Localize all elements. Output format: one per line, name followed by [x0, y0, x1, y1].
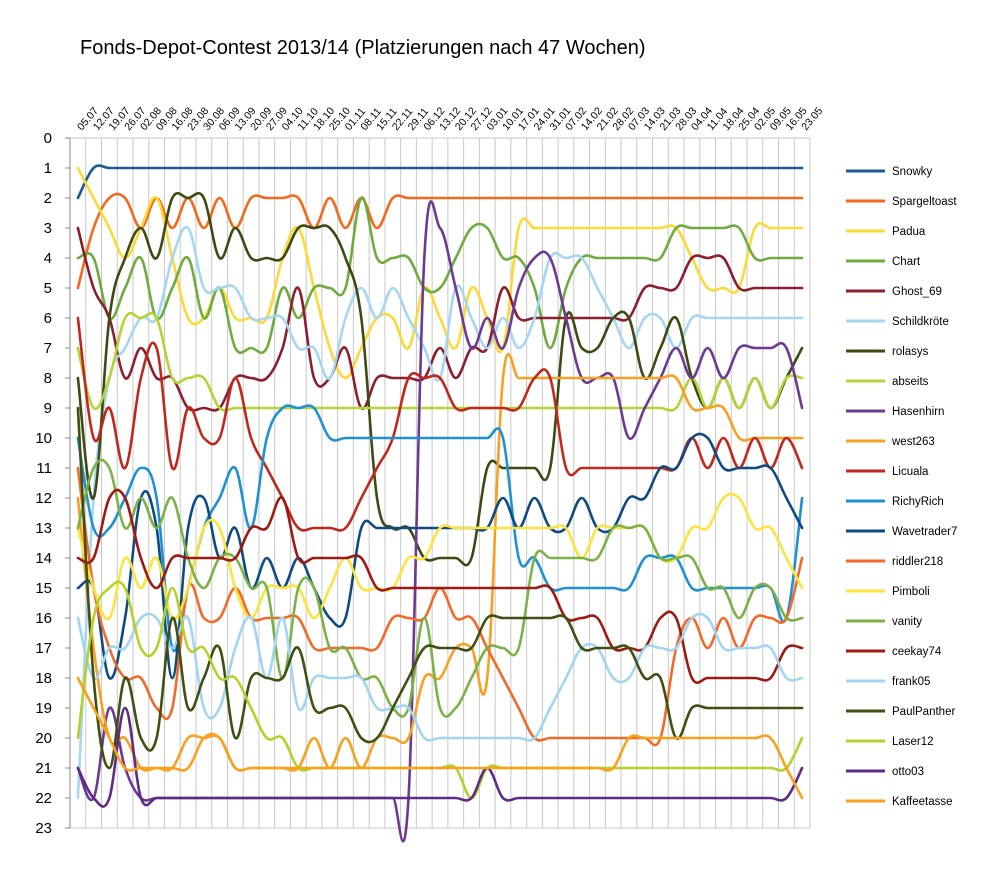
y-tick-label: 9 [44, 400, 52, 417]
series-line-otto03 [76, 706, 804, 808]
legend-label-rolasys: rolasys [892, 346, 929, 358]
y-tick-label: 1 [44, 160, 52, 177]
legend: Snowky Spargeltoast Padua Chart Ghost_69 Schi… [846, 166, 957, 808]
y-tick-label: 3 [44, 220, 52, 237]
y-tick-label: 7 [44, 340, 52, 357]
y-tick-label: 23 [35, 820, 52, 837]
y-tick-label: 16 [35, 610, 52, 627]
series-line-pimboli [76, 492, 804, 621]
series-line-chart [76, 196, 804, 355]
series-line-spargeltoast [76, 192, 804, 290]
y-tick-label: 11 [36, 460, 52, 477]
series-line-rolasys [76, 191, 804, 567]
y-tick-label: 4 [44, 250, 52, 267]
legend-label-frank05: frank05 [892, 676, 930, 688]
series-line-vanity [76, 458, 804, 718]
series-line-ceekay74 [76, 488, 804, 685]
series-line-snowky [76, 164, 804, 200]
y-tick-label: 22 [35, 790, 52, 807]
series-line-frank05 [76, 612, 804, 742]
y-tick-label: 8 [44, 370, 52, 387]
legend-label-abseits: abseits [892, 376, 929, 388]
y-tick-label: 5 [44, 280, 52, 297]
series-line-abseits [76, 311, 804, 412]
legend-label-spargeltoast: Spargeltoast [892, 196, 957, 208]
x-axis: 05.0712.0719.0726.0702.0809.0816.0823.08… [75, 105, 825, 133]
legend-label-vanity: vanity [892, 616, 922, 628]
y-tick-label: 18 [35, 670, 52, 687]
legend-label-pimboli: Pimboli [892, 586, 930, 598]
y-tick-label: 12 [35, 490, 52, 507]
legend-label-laser12: Laser12 [892, 736, 934, 748]
legend-label-padua: Padua [892, 226, 926, 238]
series-line-laser12 [76, 580, 804, 800]
y-tick-label: 2 [44, 190, 52, 207]
legend-label-richyrich: RichyRich [892, 496, 944, 508]
series-line-kaffeetasse [76, 676, 804, 800]
legend-label-paulpanther: PaulPanther [892, 706, 955, 718]
series-line-ghost-69 [76, 226, 804, 412]
y-tick-label: 21 [35, 760, 52, 777]
chart-title: Fonds-Depot-Contest 2013/14 (Platzierung… [80, 37, 646, 59]
legend-label-hasenhirn: Hasenhirn [892, 406, 944, 418]
y-tick-label: 6 [44, 310, 52, 327]
legend-label-wavetrader7: Wavetrader7 [892, 526, 957, 538]
y-tick-label: 14 [35, 550, 52, 567]
series-line-west263 [76, 352, 804, 772]
legend-label-snowky: Snowky [892, 166, 933, 178]
legend-label-ghost-69: Ghost_69 [892, 286, 942, 298]
series-line-padua [76, 166, 804, 380]
legend-label-licuala: Licuala [892, 466, 929, 478]
legend-label-ceekay74: ceekay74 [892, 646, 942, 658]
y-tick-label: 13 [35, 520, 52, 537]
legend-label-riddler218: riddler218 [892, 556, 943, 568]
gridlines [69, 137, 811, 829]
y-tick-label: 17 [35, 640, 52, 657]
plot-lines [76, 164, 804, 843]
legend-label-west263: west263 [891, 436, 935, 448]
legend-label-chart: Chart [892, 256, 921, 268]
y-tick-label: 10 [35, 430, 52, 447]
y-tick-label: 19 [35, 700, 52, 717]
legend-label-schildkr-te: Schildkröte [892, 316, 949, 328]
y-tick-label: 20 [35, 730, 52, 747]
series-line-licuala [76, 316, 804, 532]
y-tick-label: 0 [44, 130, 52, 147]
series-line-hasenhirn [76, 200, 804, 843]
legend-label-otto03: otto03 [892, 766, 924, 778]
y-tick-label: 15 [35, 580, 52, 597]
legend-label-kaffeetasse: Kaffeetasse [892, 796, 953, 808]
